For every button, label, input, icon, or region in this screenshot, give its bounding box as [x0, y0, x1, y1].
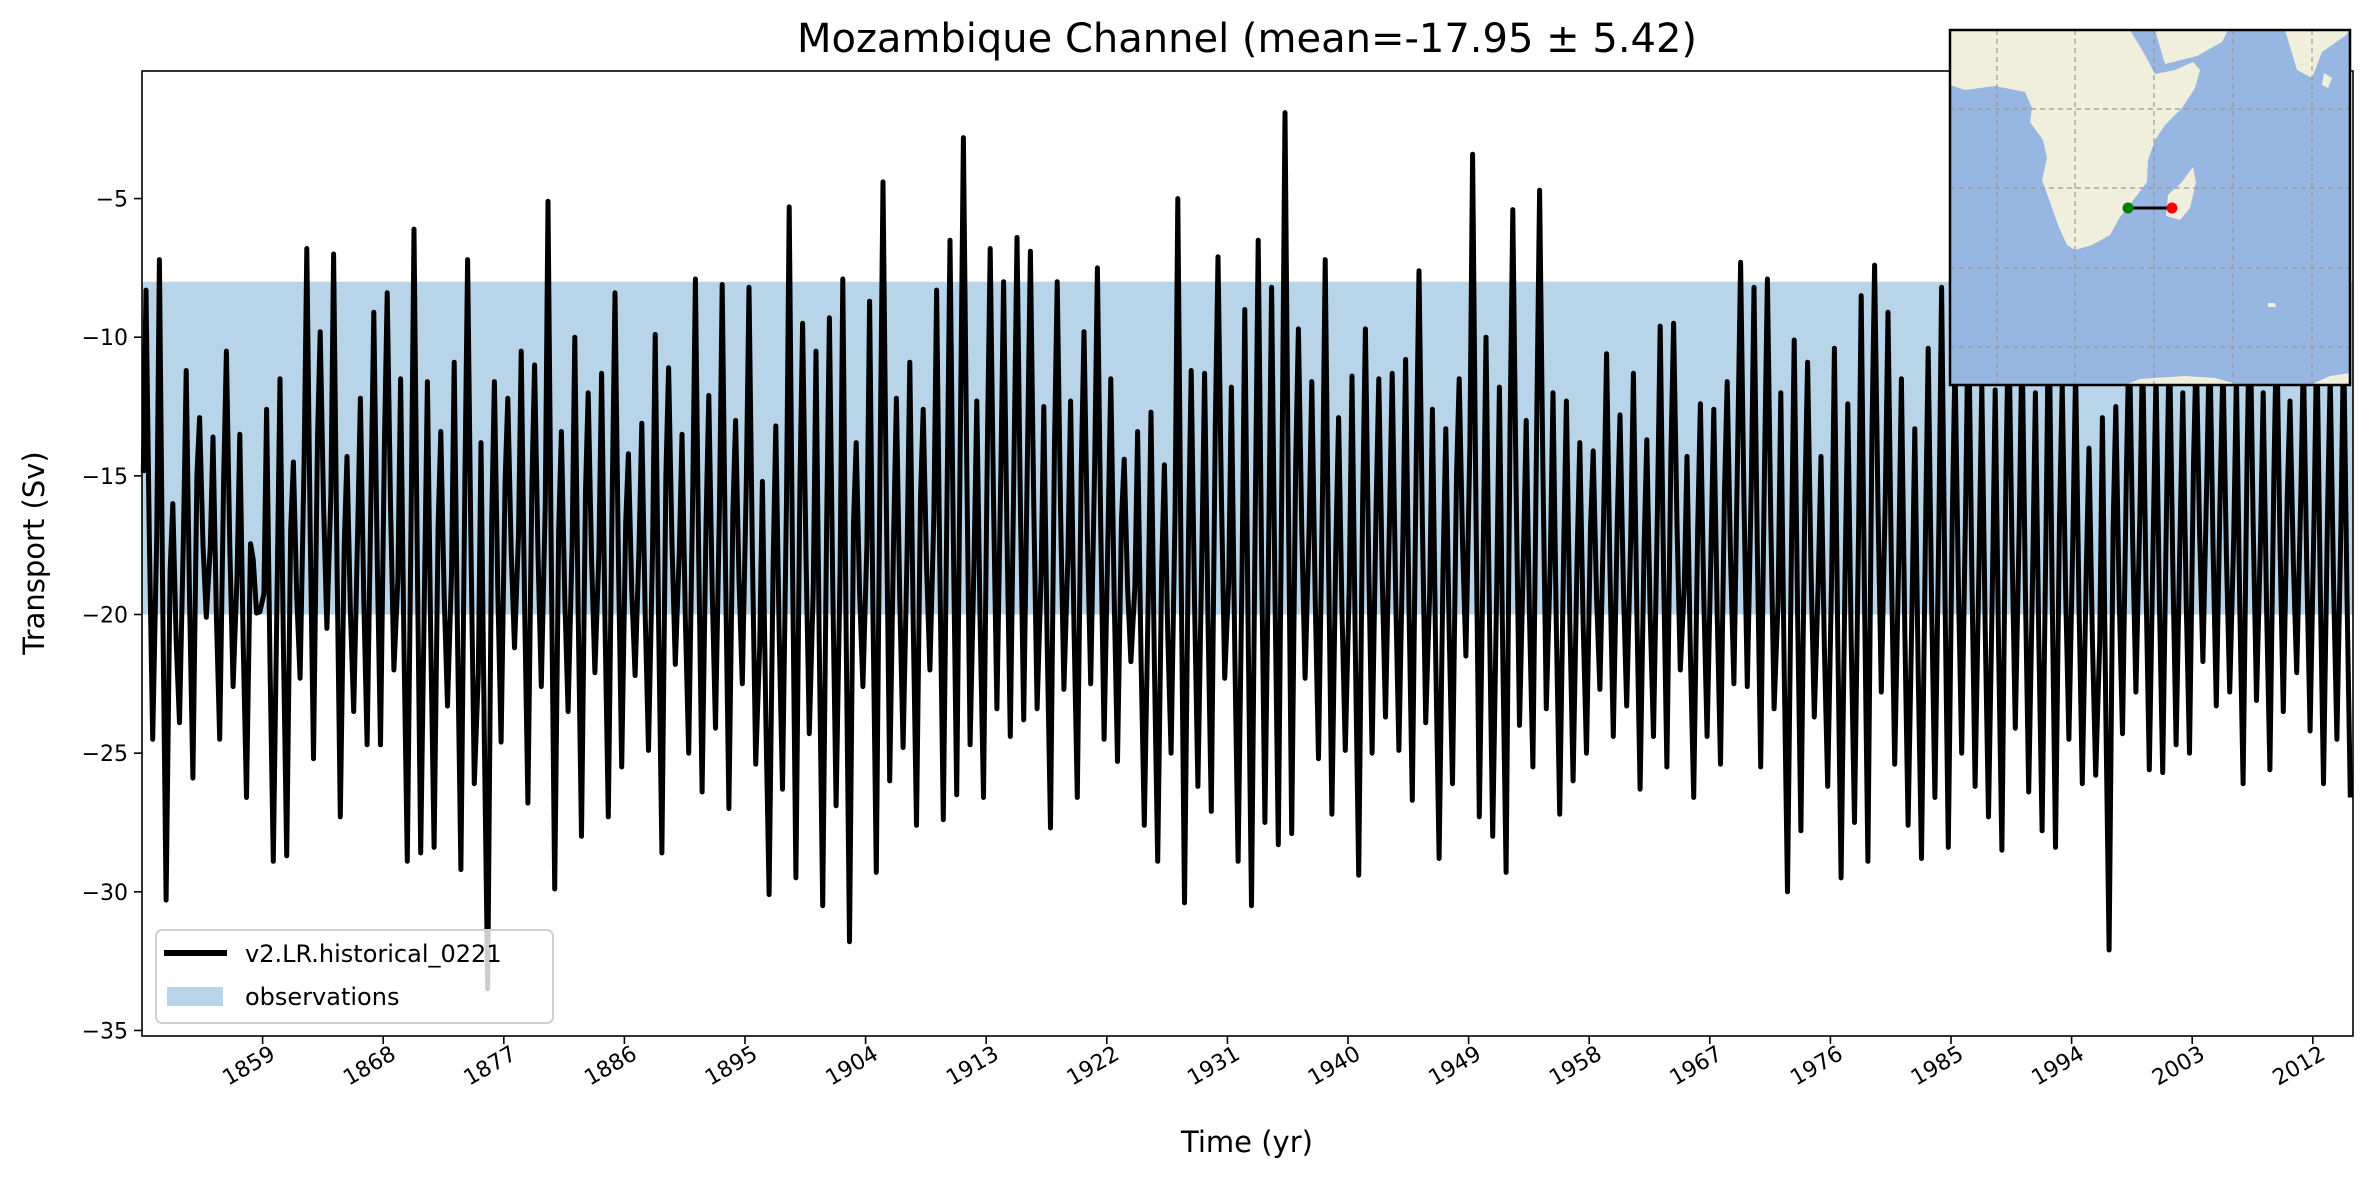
x-tick-label: 1958 [1545, 1042, 1606, 1092]
y-tick-label: −20 [82, 604, 128, 629]
x-tick-label: 1877 [460, 1042, 521, 1092]
x-tick-label: 1994 [2028, 1042, 2089, 1092]
chart-title: Mozambique Channel (mean=-17.95 ± 5.42) [797, 16, 1697, 62]
legend: v2.LR.historical_0221 observations [156, 930, 553, 1023]
x-tick-label: 1859 [219, 1042, 280, 1092]
y-tick-label: −30 [82, 881, 128, 906]
x-tick-label: 1922 [1063, 1042, 1124, 1092]
x-tick-label: 1904 [822, 1042, 883, 1092]
land-island [2268, 303, 2276, 307]
section-start-marker [2123, 203, 2134, 214]
section-end-marker [2167, 203, 2178, 214]
x-tick-label: 1868 [339, 1042, 400, 1092]
x-tick-label: 1967 [1666, 1042, 1727, 1092]
y-tick-label: −10 [82, 326, 128, 351]
x-axis: 1859 1868 1877 1886 1895 1904 1913 1922 1931 1940… [219, 1036, 2330, 1091]
y-tick-label: −5 [96, 188, 128, 213]
x-tick-label: 1940 [1304, 1042, 1365, 1092]
legend-observations-swatch [167, 987, 223, 1006]
x-tick-label: 1949 [1425, 1042, 1486, 1092]
inset-map [1950, 30, 2350, 385]
y-axis-label: Transport (Sv) [17, 451, 51, 656]
x-tick-label: 1913 [942, 1042, 1003, 1092]
y-axis: −5 −10 −15 −20 −25 −30 −35 [82, 188, 142, 1045]
x-tick-label: 1931 [1183, 1042, 1244, 1092]
legend-label-observations: observations [245, 983, 399, 1011]
x-tick-label: 1985 [1907, 1042, 1968, 1092]
y-tick-label: −25 [82, 742, 128, 767]
legend-label-series: v2.LR.historical_0221 [245, 940, 502, 968]
y-tick-label: −15 [82, 465, 128, 490]
x-tick-label: 1976 [1786, 1042, 1847, 1092]
x-tick-label: 2012 [2269, 1042, 2330, 1092]
y-tick-label: −35 [82, 1019, 128, 1044]
x-tick-label: 1886 [580, 1042, 641, 1092]
x-tick-label: 1895 [701, 1042, 762, 1092]
x-axis-label: Time (yr) [1180, 1125, 1313, 1159]
x-tick-label: 2003 [2148, 1042, 2209, 1092]
